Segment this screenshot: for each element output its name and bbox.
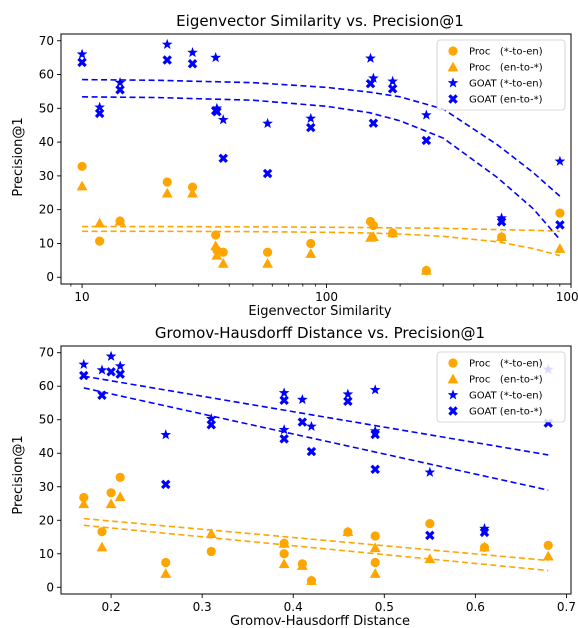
legend-label: Proc (*-to-en) (469, 359, 543, 370)
data-point (263, 248, 272, 257)
y-tick-label: 50 (39, 413, 54, 427)
y-tick-label: 60 (39, 379, 54, 393)
data-point (161, 558, 170, 567)
x-tick-label: 10 (74, 290, 89, 304)
data-point (371, 531, 380, 540)
y-axis-label: Precision@1 (11, 117, 26, 196)
data-point (106, 488, 115, 497)
data-point (555, 208, 564, 217)
eigenvector-similarity-chart: Eigenvector Similarity vs. Precision@1 1… (11, 12, 578, 319)
data-point (425, 519, 434, 528)
plot-area: 0.2 0.3 0.4 0.5 0.6 0.7 0 10 20 30 40 50 60 70 Proc (*… (39, 346, 576, 614)
plot-area: 101001000010203040506070Proc (*-to-en)Pr… (39, 34, 578, 304)
x-axis-label: Eigenvector Similarity (248, 304, 391, 319)
x-tick-label: 0.2 (102, 600, 121, 614)
y-tick-label: 60 (39, 68, 54, 82)
legend-marker (448, 46, 457, 55)
data-point (369, 221, 378, 230)
x-tick-label: 1000 (556, 290, 578, 304)
y-tick-label: 30 (39, 169, 54, 183)
data-point (207, 547, 216, 556)
x-tick-label: 0.3 (193, 600, 212, 614)
data-point (97, 527, 106, 536)
x-tick-label: 100 (315, 290, 338, 304)
data-point (544, 541, 553, 550)
y-tick-label: 10 (39, 547, 54, 561)
legend-label: Proc (en-to-*) (469, 63, 543, 74)
data-point (306, 239, 315, 248)
legend: Proc (*-to-en) Proc (en-to-*) GOAT (*-to-e… (437, 352, 565, 422)
y-tick-label: 40 (39, 446, 54, 460)
y-tick-label: 70 (39, 34, 54, 48)
legend-label: GOAT (en-to-*) (469, 407, 543, 418)
legend: Proc (*-to-en) Proc (en-to-*) GOAT (*-to-e… (437, 40, 565, 110)
legend-label: GOAT (*-to-en) (469, 391, 543, 402)
y-tick-label: 40 (39, 135, 54, 149)
y-tick-label: 0 (46, 270, 54, 284)
data-point (77, 162, 86, 171)
legend-label: Proc (*-to-en) (469, 47, 543, 58)
chart-title: Eigenvector Similarity vs. Precision@1 (176, 12, 464, 30)
y-tick-label: 30 (39, 480, 54, 494)
x-tick-label: 0.5 (375, 600, 394, 614)
data-point (116, 473, 125, 482)
x-tick-label: 0.7 (557, 600, 576, 614)
data-point (163, 177, 172, 186)
y-tick-label: 20 (39, 203, 54, 217)
chart-title: Gromov-Hausdorff Distance vs. Precision@… (155, 324, 485, 342)
y-tick-label: 50 (39, 101, 54, 115)
data-point (95, 236, 104, 245)
x-tick-label: 0.4 (284, 600, 303, 614)
y-tick-label: 10 (39, 236, 54, 250)
x-axis-label: Gromov-Hausdorff Distance (230, 614, 410, 628)
y-tick-label: 20 (39, 513, 54, 527)
legend-marker (448, 358, 457, 367)
data-point (280, 549, 289, 558)
legend-label: Proc (en-to-*) (469, 375, 543, 386)
legend-label: GOAT (*-to-en) (469, 79, 543, 90)
x-tick-label: 0.6 (466, 600, 485, 614)
gromov-hausdorff-distance-chart: Gromov-Hausdorff Distance vs. Precision@… (11, 324, 576, 628)
y-axis-label: Precision@1 (11, 435, 26, 514)
y-tick-label: 0 (46, 580, 54, 594)
data-point (371, 558, 380, 567)
y-tick-label: 70 (39, 346, 54, 360)
legend-label: GOAT (en-to-*) (469, 95, 543, 106)
